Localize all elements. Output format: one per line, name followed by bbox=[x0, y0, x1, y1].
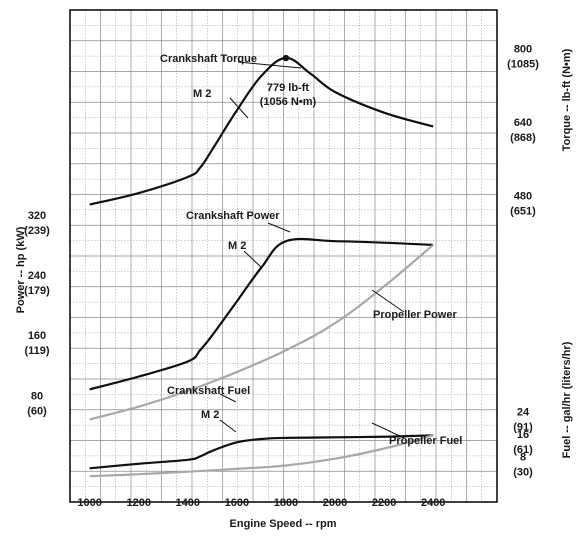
power-tick-label: 240 bbox=[28, 270, 46, 282]
propeller-fuel-leader bbox=[371, 422, 405, 439]
x-tick-label: 1400 bbox=[176, 497, 200, 509]
fuel-tick-sublabel: (91) bbox=[513, 421, 533, 433]
torque-tick-sublabel: (651) bbox=[510, 205, 536, 217]
power-label-leader bbox=[267, 222, 291, 233]
torque-series-label: Crankshaft Torque bbox=[160, 53, 257, 65]
torque-tick-label: 800 bbox=[514, 43, 532, 55]
peak-torque-marker bbox=[282, 54, 290, 62]
chart-grid bbox=[70, 10, 497, 502]
torque-series-tag: M 2 bbox=[193, 88, 211, 100]
propeller-power-leader bbox=[371, 289, 405, 313]
x-tick-label: 1000 bbox=[77, 497, 101, 509]
propeller-fuel-line bbox=[89, 434, 434, 478]
x-axis-title: Engine Speed -- rpm bbox=[230, 518, 337, 530]
torque-tick-sublabel: (1085) bbox=[507, 58, 539, 70]
fuel-tick-sublabel: (30) bbox=[513, 466, 533, 478]
peak-torque-sublabel: (1056 N•m) bbox=[260, 96, 317, 108]
power-tick-label: 320 bbox=[28, 210, 46, 222]
torque-tick-sublabel: (868) bbox=[510, 132, 536, 144]
propeller-fuel-label: Propeller Fuel bbox=[389, 435, 462, 447]
torque-tick-label: 640 bbox=[514, 117, 532, 129]
torque-m2-leader bbox=[229, 97, 249, 119]
power-series-tag: M 2 bbox=[228, 240, 246, 252]
propeller-power-line bbox=[89, 244, 434, 421]
y-axis-title-fuel: Fuel -- gal/hr (liters/hr) bbox=[561, 341, 573, 458]
power-m2-leader bbox=[243, 250, 263, 269]
x-tick-label: 2000 bbox=[323, 497, 347, 509]
x-tick-label: 2200 bbox=[372, 497, 396, 509]
fuel-label-leader bbox=[219, 393, 237, 403]
torque-tick-label: 480 bbox=[514, 190, 532, 202]
label-layer: 1000 1200 1400 1600 1800 2000 2200 2400 320 (239)… bbox=[24, 43, 539, 509]
x-tick-label: 1600 bbox=[225, 497, 249, 509]
torque-label-leader bbox=[237, 61, 302, 69]
power-tick-sublabel: (119) bbox=[24, 345, 49, 357]
fuel-tick-label: 16 bbox=[517, 429, 529, 441]
crankshaft-fuel-line bbox=[89, 434, 434, 470]
y-axis-title-torque: Torque -- lb-ft (N•m) bbox=[561, 48, 573, 151]
fuel-series-label: Crankshaft Fuel bbox=[167, 385, 250, 397]
power-tick-sublabel: (60) bbox=[27, 405, 47, 417]
crankshaft-torque-line bbox=[89, 56, 434, 206]
power-series-label: Crankshaft Power bbox=[186, 210, 280, 222]
fuel-m2-leader bbox=[219, 419, 237, 433]
power-tick-sublabel: (239) bbox=[24, 225, 50, 237]
x-tick-label: 1200 bbox=[126, 497, 150, 509]
peak-torque-label: 779 lb-ft bbox=[267, 82, 310, 94]
power-tick-label: 80 bbox=[31, 390, 43, 402]
series-layer bbox=[89, 54, 434, 478]
propeller-power-label: Propeller Power bbox=[373, 309, 457, 321]
x-tick-label: 1800 bbox=[274, 497, 298, 509]
fuel-series-tag: M 2 bbox=[201, 409, 219, 421]
power-tick-label: 160 bbox=[28, 330, 46, 342]
power-tick-sublabel: (179) bbox=[24, 285, 50, 297]
fuel-tick-label: 24 bbox=[517, 406, 530, 418]
fuel-tick-label: 8 bbox=[520, 451, 526, 463]
crankshaft-power-line bbox=[89, 237, 434, 391]
x-tick-label: 2400 bbox=[421, 497, 445, 509]
plot-frame bbox=[69, 9, 498, 503]
y-axis-title-power: Power -- hp (kW) bbox=[15, 226, 27, 313]
fuel-tick-sublabel: (61) bbox=[513, 444, 533, 456]
